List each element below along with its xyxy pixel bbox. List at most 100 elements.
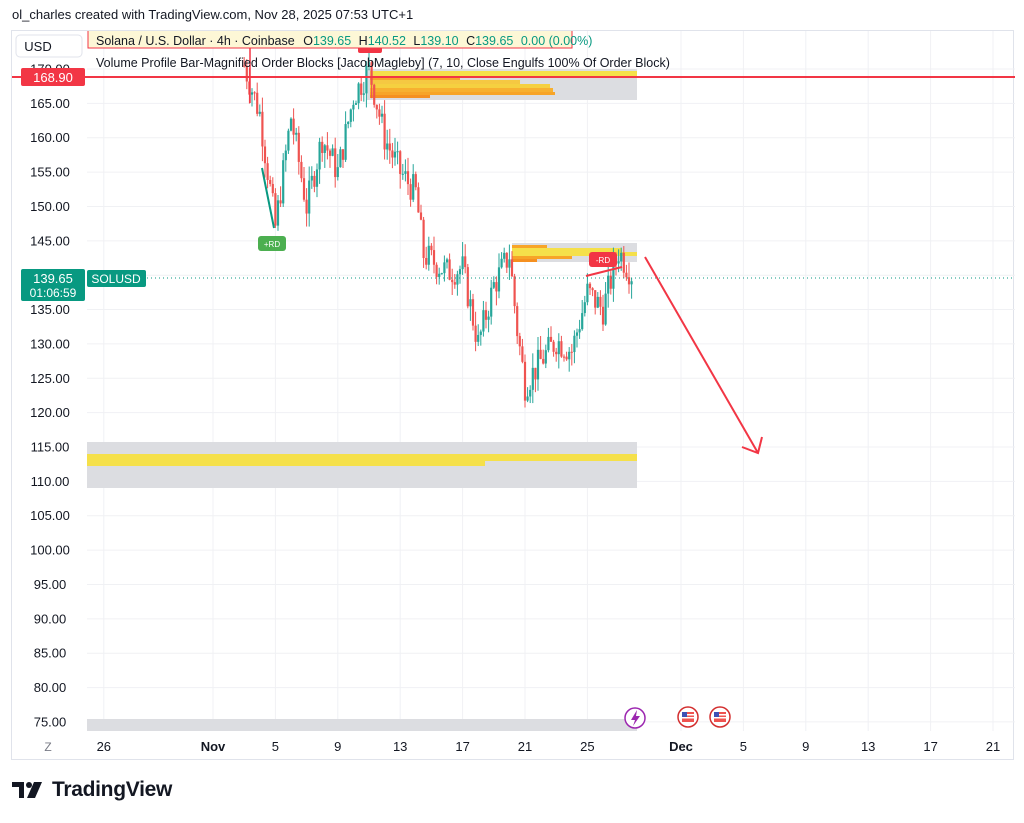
candle-body [417, 187, 420, 213]
candle-body [622, 252, 625, 273]
x-tick-label: 21 [986, 739, 1000, 754]
candle-body [482, 310, 485, 332]
y-tick-label: 130.00 [30, 336, 70, 351]
candle-body [552, 341, 555, 352]
y-tick-label: 155.00 [30, 165, 70, 180]
profile-bar [512, 248, 622, 252]
candle-body [573, 335, 576, 353]
candle-body [253, 92, 256, 94]
candle-body [487, 316, 490, 320]
candle-body [547, 336, 550, 351]
tradingview-logo-icon [12, 782, 42, 798]
candle-body [523, 361, 527, 401]
us-flag-event-icon[interactable] [709, 706, 731, 728]
legend-h-value: 140.52 [368, 34, 406, 48]
symbol-tag[interactable]: SOLUSD [87, 270, 146, 287]
candle-body [505, 252, 508, 268]
profile-bar [87, 454, 637, 461]
candle-body [539, 349, 542, 359]
profile-bar [370, 84, 550, 88]
candle-body [513, 276, 516, 307]
order-block-zone-bottom [87, 719, 637, 731]
hline-price-text: 168.90 [33, 70, 73, 85]
tradingview-logo[interactable]: TradingView [12, 778, 172, 802]
chart-frame[interactable]: 170.00165.00160.00155.00150.00145.00140.… [11, 30, 1015, 761]
candle-body [349, 109, 352, 122]
candle-body [596, 296, 599, 308]
candle-body [362, 93, 365, 95]
x-tick-label: 13 [861, 739, 875, 754]
candle-body [516, 306, 519, 337]
y-tick-label: 95.00 [34, 577, 67, 592]
x-tick-label: 9 [802, 739, 809, 754]
x-tick-label: Dec [669, 739, 693, 754]
candle-body [388, 143, 391, 151]
last-price-tag[interactable]: 139.65 01:06:59 [21, 269, 85, 301]
candle-body [279, 200, 282, 204]
candle-body [282, 160, 285, 204]
candle-body [354, 103, 358, 105]
legend[interactable]: Solana / U.S. Dollar · 4h · Coinbase O13… [87, 31, 670, 70]
candle-body [344, 124, 347, 160]
us-flag-event-icon[interactable] [677, 706, 699, 728]
x-tick-label: Nov [201, 739, 226, 754]
candle-body [396, 151, 399, 153]
y-tick-label: 125.00 [30, 371, 70, 386]
candle-body [599, 296, 602, 307]
candle-body [492, 282, 495, 288]
legend-o-label: O [303, 34, 313, 48]
candle-body [308, 180, 311, 214]
timezone-button[interactable]: Z [38, 737, 58, 755]
candle-body [347, 121, 350, 125]
profile-bar [512, 252, 637, 256]
candle-body [365, 66, 368, 94]
candle-body [414, 174, 417, 188]
candle-body [305, 199, 308, 214]
candle-body [620, 252, 623, 262]
bear-rd-marker[interactable]: -RD [589, 252, 617, 267]
y-tick-label: 150.00 [30, 199, 70, 214]
candle-body [276, 200, 280, 226]
candle-body [258, 111, 261, 114]
candle-body [461, 256, 464, 270]
symbol-tag-text: SOLUSD [91, 272, 141, 286]
legend-o-value: 139.65 [313, 34, 351, 48]
bull-rd-marker[interactable]: +RD [258, 236, 286, 251]
x-tick-label: 13 [393, 739, 407, 754]
currency-button-label: USD [24, 39, 51, 54]
candle-body [367, 62, 371, 67]
price-chart[interactable]: 170.00165.00160.00155.00150.00145.00140.… [12, 31, 1015, 761]
candle-body [263, 146, 267, 164]
y-tick-label: 135.00 [30, 302, 70, 317]
y-tick-label: 100.00 [30, 543, 70, 558]
legend-change: 0.00 (0.00%) [521, 34, 593, 48]
profile-bar [370, 77, 460, 80]
y-tick-label: 160.00 [30, 130, 70, 145]
candle-body [500, 258, 503, 268]
x-tick-label: 25 [580, 739, 594, 754]
legend-indicator: Volume Profile Bar-Magnified Order Block… [96, 56, 670, 70]
candle-body [617, 261, 620, 264]
currency-button[interactable]: USD [15, 34, 83, 58]
candle-body [438, 273, 441, 277]
hline-price-tag[interactable]: 168.90 [21, 68, 85, 86]
flash-event-icon[interactable] [624, 707, 646, 729]
candle-body [269, 179, 272, 184]
candle-body [586, 283, 589, 303]
candle-body [393, 151, 397, 158]
projection-arrow[interactable] [644, 256, 763, 455]
candle-body [341, 149, 345, 160]
candle-body [370, 62, 373, 85]
candle-body [284, 150, 287, 161]
legend-h-label: H [359, 34, 368, 48]
bear-divergence-line [585, 266, 623, 277]
candle-body [575, 332, 579, 336]
candle-body [256, 92, 259, 114]
candle-body [399, 151, 402, 174]
candle-body [607, 275, 610, 294]
candle-body [612, 258, 615, 289]
candle-body [464, 256, 467, 268]
candle-body [526, 396, 529, 401]
candle-body [518, 336, 521, 347]
candle-body [469, 299, 472, 307]
